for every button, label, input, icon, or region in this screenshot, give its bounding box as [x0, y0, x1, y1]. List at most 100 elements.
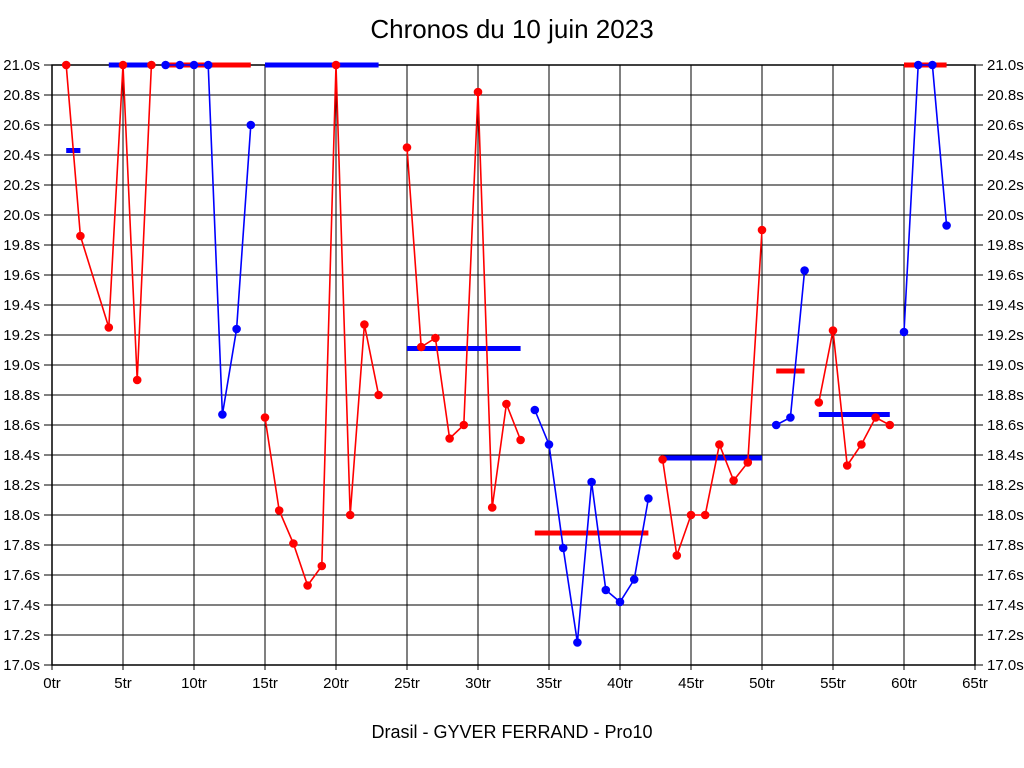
y-tick-label-left: 17.0s [3, 657, 40, 674]
pilote-rouge-point [842, 461, 852, 470]
y-tick-label-left: 20.8s [3, 87, 40, 104]
y-tick-label-right: 19.6s [987, 267, 1024, 284]
y-tick-label-left: 18.6s [3, 417, 40, 434]
y-tick-label-right: 20.2s [987, 177, 1024, 194]
pilote-bleu-point [786, 413, 795, 422]
pilote-rouge-point [445, 434, 454, 443]
pilote-rouge-point [459, 420, 469, 430]
x-tick-label: 10tr [181, 675, 207, 692]
pilote-rouge-point [147, 60, 156, 70]
y-tick-label-left: 20.6s [3, 117, 40, 134]
pilote-bleu-point [544, 440, 554, 449]
plot-frame [51, 64, 976, 666]
pilote-bleu-point [161, 60, 170, 70]
pilote-bleu-point [573, 638, 582, 647]
pilote-bleu-point [601, 585, 611, 595]
pilote-bleu-point [771, 420, 781, 430]
pilote-rouge-point [289, 539, 298, 548]
y-tick-label-right: 19.2s [987, 327, 1024, 344]
x-tick-label: 0tr [43, 675, 61, 692]
pilote-rouge-point [672, 551, 682, 560]
y-tick-label-left: 17.4s [3, 597, 40, 614]
y-tick-label-right: 20.6s [987, 117, 1024, 134]
pilote-bleu-line [165, 64, 252, 415]
y-tick-label-left: 18.8s [3, 387, 40, 404]
y-tick-label-left: 19.6s [3, 267, 40, 284]
pilote-rouge-point [828, 326, 838, 335]
y-tick-label-right: 20.8s [987, 87, 1024, 104]
x-tick-label: 30tr [465, 675, 491, 692]
pilote-rouge-point [857, 440, 866, 449]
y-tick-label-left: 20.4s [3, 147, 40, 164]
pilote-bleu-line [775, 270, 806, 426]
pilote-rouge-point [743, 458, 753, 467]
x-tick-label: 20tr [323, 675, 349, 692]
pilote-rouge-point [871, 413, 880, 422]
x-tick-label: 60tr [891, 675, 917, 692]
pilote-bleu-point [644, 494, 653, 503]
y-tick-label-right: 19.4s [987, 297, 1024, 314]
pilote-bleu-point [246, 120, 256, 130]
y-tick-label-left: 19.2s [3, 327, 40, 344]
pilote-rouge-point [502, 399, 511, 409]
y-tick-label-right: 20.0s [987, 207, 1024, 224]
pilote-bleu-line [903, 64, 948, 333]
y-tick-label-right: 20.4s [987, 147, 1024, 164]
pilote-rouge-point [686, 510, 696, 520]
pilote-rouge-point [345, 510, 355, 520]
x-tick-label: 5tr [114, 675, 132, 692]
y-tick-label-left: 17.2s [3, 627, 40, 644]
pilote-bleu-point [203, 60, 213, 70]
pilote-rouge-point [374, 390, 383, 400]
pilote-rouge-point [487, 503, 497, 512]
pilote-bleu-point [615, 597, 625, 607]
pilote-rouge-point [61, 60, 71, 70]
pilote-bleu-point [629, 575, 639, 584]
x-tick-label: 55tr [820, 675, 846, 692]
y-tick-label-right: 18.6s [987, 417, 1024, 434]
pilote-rouge-point [104, 323, 114, 332]
y-tick-label-left: 18.0s [3, 507, 40, 524]
pilote-rouge-point [700, 510, 710, 520]
y-tick-label-right: 19.8s [987, 237, 1024, 254]
y-tick-label-left: 19.0s [3, 357, 40, 374]
pilote-bleu-point [558, 543, 568, 553]
y-tick-label-left: 17.6s [3, 567, 40, 584]
y-tick-label-right: 19.0s [987, 357, 1024, 374]
pilote-rouge-point [885, 420, 895, 430]
page-title: Chronos du 10 juin 2023 [370, 14, 654, 44]
pilote-rouge-point [658, 455, 667, 464]
pilote-rouge-point [416, 342, 426, 352]
pilote-rouge-point [431, 333, 440, 343]
pilote-rouge-point [274, 506, 284, 515]
pilote-rouge-line [65, 64, 153, 381]
y-tick-label-right: 21.0s [987, 57, 1024, 74]
x-tick-label: 35tr [536, 675, 562, 692]
y-tick-label-right: 18.8s [987, 387, 1024, 404]
pilote-rouge-point [303, 581, 312, 590]
pilote-rouge-line [406, 91, 522, 508]
pilote-rouge-point [260, 413, 270, 422]
pilote-rouge-point [473, 87, 483, 97]
pilote-bleu-point [800, 266, 809, 275]
pilote-rouge-point [402, 143, 412, 152]
pilote-rouge-point [729, 476, 738, 485]
pilote-rouge-point [814, 398, 824, 407]
y-tick-label-left: 20.2s [3, 177, 40, 194]
y-tick-label-right: 18.4s [987, 447, 1024, 464]
y-tick-label-right: 17.6s [987, 567, 1024, 584]
x-tick-label: 25tr [394, 675, 420, 692]
pilote-bleu-point [928, 60, 937, 70]
x-tick-label: 50tr [749, 675, 775, 692]
y-tick-label-right: 17.8s [987, 537, 1024, 554]
x-tick-label: 45tr [678, 675, 704, 692]
pilote-bleu-point [913, 60, 923, 70]
pilote-bleu-point [587, 477, 596, 487]
pilote-rouge-point [516, 435, 525, 445]
pilote-bleu-point [232, 324, 241, 334]
pilote-rouge-point [360, 320, 369, 329]
pilote-rouge-point [715, 440, 724, 449]
y-tick-label-right: 17.2s [987, 627, 1024, 644]
y-tick-label-right: 18.0s [987, 507, 1024, 524]
